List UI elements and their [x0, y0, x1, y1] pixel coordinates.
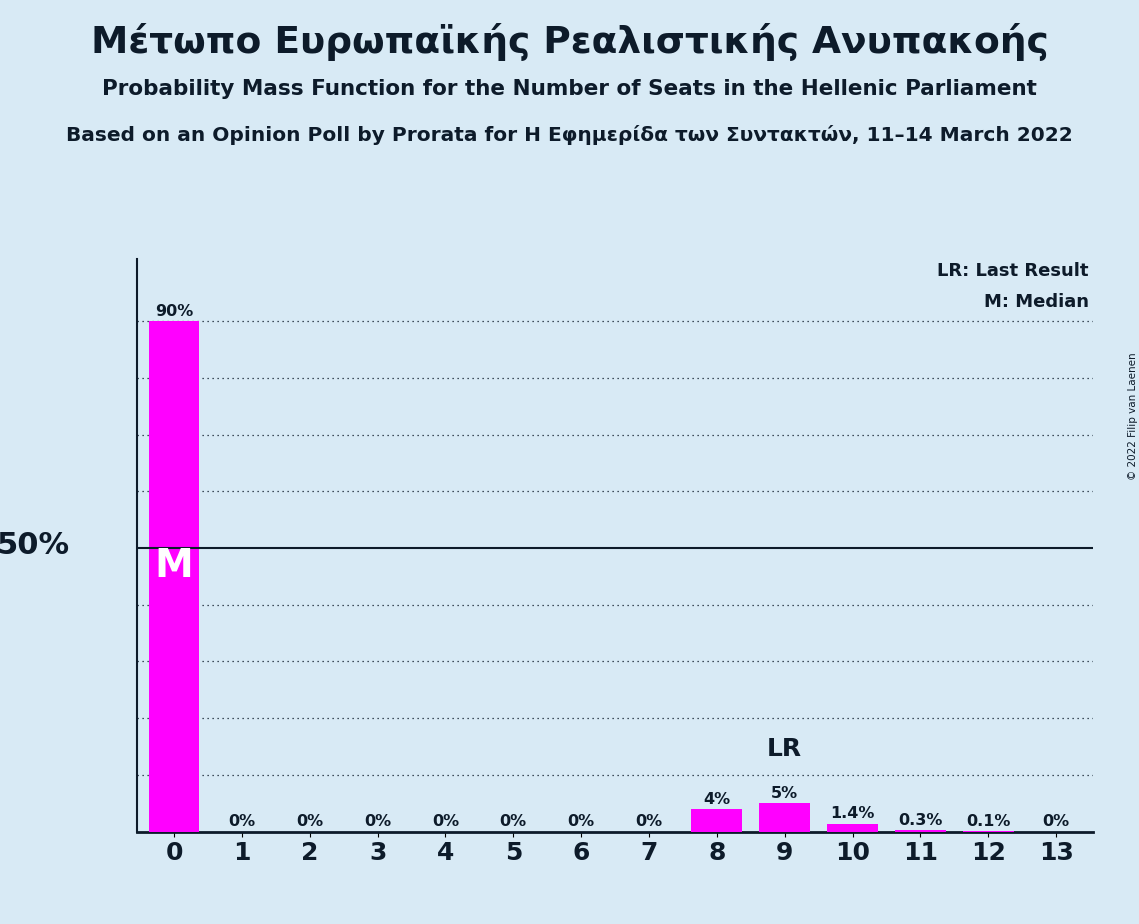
Text: 0%: 0% [636, 814, 663, 830]
Text: 5%: 5% [771, 786, 798, 801]
Bar [760, 803, 810, 832]
Text: 0%: 0% [1042, 814, 1070, 830]
Text: 50%: 50% [0, 530, 69, 560]
Bar [691, 808, 743, 832]
Text: 0%: 0% [432, 814, 459, 830]
Bar [827, 823, 878, 832]
Bar [148, 322, 199, 832]
Text: 1.4%: 1.4% [830, 807, 875, 821]
Text: LR: LR [768, 736, 802, 760]
Text: 0.1%: 0.1% [966, 814, 1010, 829]
Text: 0%: 0% [500, 814, 527, 830]
Text: 0%: 0% [296, 814, 323, 830]
Text: LR: Last Result: LR: Last Result [937, 261, 1089, 280]
Text: Based on an Opinion Poll by Prorata for Η Εφημερίδα των Συντακτών, 11–14 March 2: Based on an Opinion Poll by Prorata for … [66, 125, 1073, 145]
Text: © 2022 Filip van Laenen: © 2022 Filip van Laenen [1129, 352, 1138, 480]
Text: Μέτωπο Ευρωπαϊκής Ρεαλιστικής Ανυπακοής: Μέτωπο Ευρωπαϊκής Ρεαλιστικής Ανυπακοής [91, 23, 1048, 61]
Bar [895, 830, 945, 832]
Text: 0%: 0% [567, 814, 595, 830]
Text: 4%: 4% [703, 792, 730, 807]
Text: M: Median: M: Median [984, 293, 1089, 311]
Text: 0%: 0% [228, 814, 255, 830]
Text: 90%: 90% [155, 304, 194, 319]
Text: 0%: 0% [364, 814, 391, 830]
Text: M: M [155, 547, 194, 585]
Text: 0.3%: 0.3% [899, 812, 943, 828]
Text: Probability Mass Function for the Number of Seats in the Hellenic Parliament: Probability Mass Function for the Number… [103, 79, 1036, 99]
